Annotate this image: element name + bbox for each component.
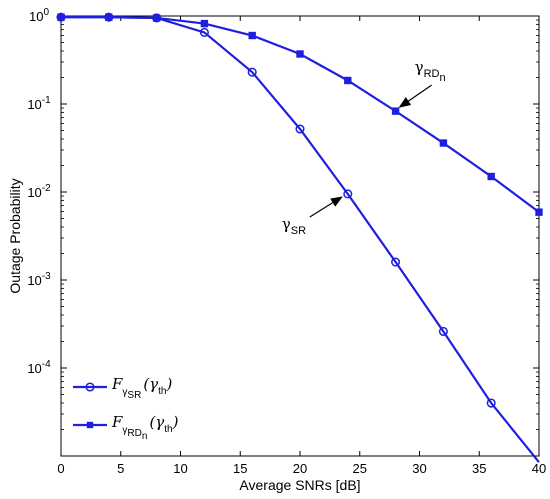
- data-point-square: [57, 13, 65, 21]
- annotation-subsub: n: [439, 72, 445, 84]
- data-point-square: [439, 139, 448, 147]
- data-point-circle: [486, 398, 496, 408]
- series-2: [57, 13, 543, 216]
- x-tick-label: 15: [233, 461, 247, 476]
- legend-subsub: RD: [127, 428, 141, 439]
- legend-sub: γ: [122, 425, 127, 436]
- data-point-circle: [391, 257, 401, 267]
- x-tick-label: 10: [173, 461, 187, 476]
- x-tick-label: 20: [293, 461, 307, 476]
- x-tick-label: 30: [412, 461, 426, 476]
- y-axis-label: Outage Probability: [7, 178, 23, 293]
- data-point-square: [200, 19, 209, 28]
- data-point-square: [296, 50, 304, 58]
- x-tick-label: 0: [57, 461, 64, 476]
- legend-label: FγRDn(γth): [111, 413, 179, 442]
- annotation-gamma-sr: γSR: [282, 215, 306, 237]
- legend-arg-open: (γ: [149, 413, 164, 431]
- y-tick-exponent: -4: [42, 359, 51, 370]
- legend-subsub: SR: [127, 390, 141, 401]
- data-point-circle: [199, 27, 209, 38]
- legend-item-1: FγSR(γth): [73, 375, 173, 401]
- data-point-square: [344, 76, 352, 85]
- annotation-base: γ: [415, 58, 424, 76]
- x-axis-label: Average SNRs [dB]: [239, 477, 360, 493]
- data-point-square: [391, 107, 400, 115]
- legend-base: F: [111, 375, 123, 393]
- data-point-square: [152, 14, 161, 22]
- legend-item-2: FγRDn(γth): [73, 413, 179, 442]
- annotation-sub: RD: [424, 68, 440, 80]
- data-point-square: [535, 208, 543, 216]
- annotation-sub: SR: [291, 225, 306, 237]
- y-tick-label: 10-4: [27, 359, 51, 376]
- y-tick-label: 10-3: [27, 271, 51, 288]
- data-point-square: [248, 31, 256, 40]
- y-tick-exponent: -1: [42, 95, 51, 106]
- y-tick-base: 10: [27, 361, 41, 376]
- annotation-gamma-rd: γRDn: [415, 58, 446, 84]
- y-tick-base: 10: [29, 9, 43, 24]
- x-tick-label: 5: [117, 461, 124, 476]
- y-tick-base: 10: [27, 185, 41, 200]
- annotation-base: γ: [282, 215, 291, 233]
- data-point-square: [105, 13, 113, 21]
- legend-base: F: [111, 413, 123, 431]
- legend-sub: γ: [122, 387, 127, 398]
- y-tick-exponent: -3: [42, 271, 51, 282]
- y-tick-label: 10-2: [27, 183, 51, 200]
- legend-arg-sub: th: [164, 424, 172, 435]
- plot-area: [60, 15, 540, 457]
- legend-subsubsub: n: [142, 431, 148, 442]
- legend-marker-square: [86, 421, 94, 429]
- data-point-circle: [295, 124, 305, 134]
- legend-marker-circle: [85, 382, 95, 392]
- y-tick-base: 10: [27, 273, 41, 288]
- y-tick-exponent: 0: [43, 7, 49, 18]
- x-tick-label: 40: [532, 461, 546, 476]
- x-tick-label: 25: [353, 461, 367, 476]
- x-tick-label: 35: [472, 461, 486, 476]
- series-layer: [56, 12, 543, 463]
- legend: FγSR(γth)FγRDn(γth): [73, 375, 179, 442]
- y-tick-label: 10-1: [27, 95, 51, 112]
- x-axis-ticks: 0 5 10 15 20 25 30 35 40: [57, 16, 546, 476]
- legend-arg-close: ): [172, 413, 179, 431]
- y-tick-label: 100: [29, 7, 49, 24]
- legend-arg-open: (γ: [143, 375, 158, 393]
- annotation-arrow-sr: [309, 196, 343, 218]
- data-point-square: [487, 172, 495, 181]
- data-point-circle: [438, 326, 448, 337]
- data-point-circle: [247, 67, 257, 77]
- data-point-circle: [343, 189, 353, 199]
- annotation-arrow-rd: [398, 84, 432, 108]
- y-tick-exponent: -2: [42, 183, 51, 194]
- legend-arg-close: ): [166, 375, 173, 393]
- legend-arg-sub: th: [158, 386, 166, 397]
- legend-label: FγSR(γth): [111, 375, 173, 401]
- y-tick-base: 10: [27, 97, 41, 112]
